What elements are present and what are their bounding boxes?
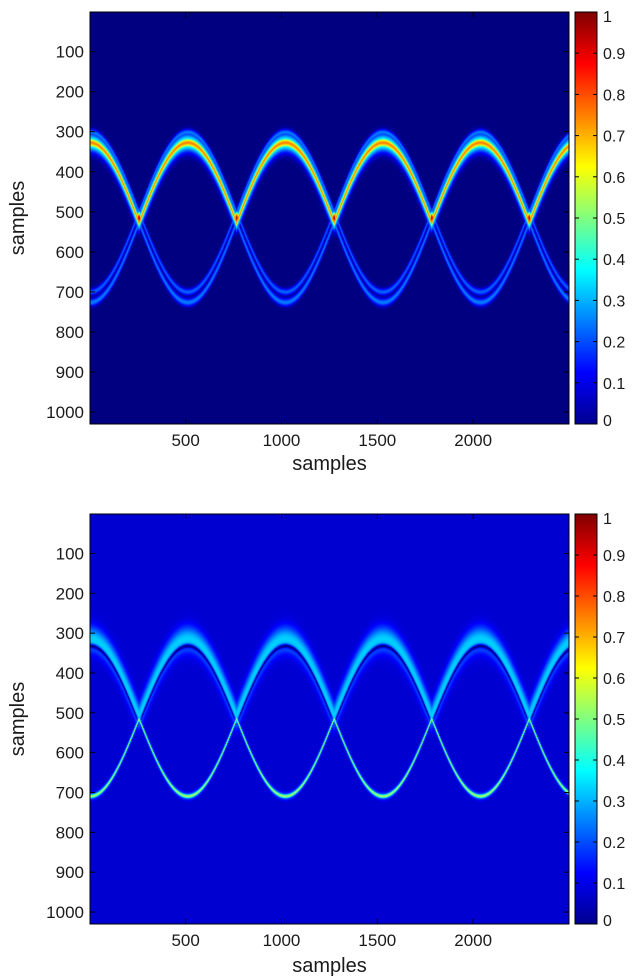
colorbar-tick-label: 0.4 <box>603 753 625 770</box>
colorbar-tick-label: 0.5 <box>603 211 625 228</box>
y-tick-label: 800 <box>56 323 84 342</box>
x-axis: 500 1000 1500 2000 <box>171 514 492 950</box>
colorbar-tick-label: 0.6 <box>603 671 625 688</box>
colorbar-tick-label: 0.7 <box>603 630 625 647</box>
y-axis: 100 200 300 400 500 600 700 800 900 1000 <box>46 43 569 422</box>
colorbar-tick-label: 0.7 <box>603 129 625 146</box>
colorbar-tick-label: 0.8 <box>603 87 625 104</box>
x-tick-label: 1500 <box>358 931 396 950</box>
colorbar-ticks: 0 0.1 0.2 0.3 0.4 0.5 0.6 0.7 0.8 0.9 1 <box>575 9 625 430</box>
y-tick-label: 400 <box>56 163 84 182</box>
y-tick-label: 100 <box>56 544 84 563</box>
colorbar-tick-label: 0.2 <box>603 335 625 352</box>
y-tick-label: 700 <box>56 283 84 302</box>
x-axis: 500 1000 1500 2000 <box>171 12 492 450</box>
colorbar-tick-label: 1 <box>603 9 612 26</box>
y-tick-label: 300 <box>56 123 84 142</box>
x-tick-label: 500 <box>171 431 199 450</box>
colorbar-tick-label: 0.1 <box>603 876 625 893</box>
heatmap-image <box>90 514 569 924</box>
colorbar: 0 0.1 0.2 0.3 0.4 0.5 0.6 0.7 0.8 0.9 1 <box>574 9 625 430</box>
colorbar-tick-label: 0 <box>603 413 612 430</box>
colorbar-tick-label: 0.9 <box>603 46 625 63</box>
y-axis-label: samples <box>7 682 29 756</box>
colorbar-tick-label: 0.3 <box>603 293 625 310</box>
y-tick-label: 100 <box>56 43 84 62</box>
colorbar-tick-label: 0.2 <box>603 835 625 852</box>
y-tick-label: 900 <box>56 863 84 882</box>
y-tick-label: 400 <box>56 664 84 683</box>
y-axis: 100 200 300 400 500 600 700 800 900 1000 <box>46 544 569 922</box>
colorbar-tick-label: 0.9 <box>603 548 625 565</box>
y-tick-label: 200 <box>56 83 84 102</box>
colorbar-ticks: 0 0.1 0.2 0.3 0.4 0.5 0.6 0.7 0.8 0.9 1 <box>575 511 625 930</box>
y-tick-label: 500 <box>56 203 84 222</box>
x-tick-label: 2000 <box>454 931 492 950</box>
colorbar-tick-label: 0.5 <box>603 712 625 729</box>
y-tick-label: 1000 <box>46 903 84 922</box>
colorbar-tick-label: 0.8 <box>603 589 625 606</box>
colorbar: 0 0.1 0.2 0.3 0.4 0.5 0.6 0.7 0.8 0.9 1 <box>574 511 625 930</box>
x-tick-label: 500 <box>171 931 199 950</box>
y-tick-label: 600 <box>56 243 84 262</box>
x-tick-label: 1000 <box>263 431 301 450</box>
plot-frame <box>89 513 570 925</box>
y-tick-label: 700 <box>56 784 84 803</box>
y-tick-label: 900 <box>56 363 84 382</box>
heatmap-image <box>90 12 569 424</box>
x-tick-label: 1500 <box>358 431 396 450</box>
colorbar-tick-label: 0.1 <box>603 376 625 393</box>
colorbar-tick-label: 1 <box>603 511 612 528</box>
x-tick-label: 1000 <box>263 931 301 950</box>
colorbar-tick-label: 0 <box>603 913 612 930</box>
colorbar-tick-label: 0.6 <box>603 170 625 187</box>
y-tick-label: 1000 <box>46 403 84 422</box>
y-tick-label: 600 <box>56 744 84 763</box>
y-tick-label: 800 <box>56 823 84 842</box>
colorbar-tick-label: 0.4 <box>603 252 625 269</box>
x-tick-label: 2000 <box>454 431 492 450</box>
x-axis-label: samples <box>292 453 366 475</box>
x-axis-label: samples <box>292 955 366 977</box>
y-tick-label: 300 <box>56 624 84 643</box>
y-axis-label: samples <box>7 181 29 255</box>
colorbar-tick-label: 0.3 <box>603 794 625 811</box>
plot-frame <box>89 11 570 425</box>
y-tick-label: 200 <box>56 584 84 603</box>
y-tick-label: 500 <box>56 704 84 723</box>
